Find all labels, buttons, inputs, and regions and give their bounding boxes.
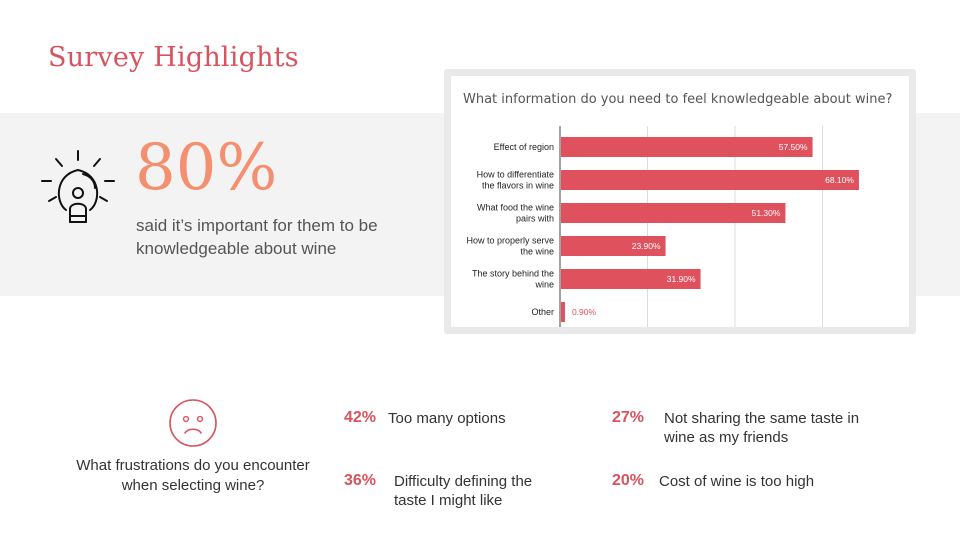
category-label: Other bbox=[531, 307, 554, 317]
bar bbox=[561, 236, 666, 256]
frustration-percent: 42% bbox=[344, 409, 377, 426]
data-label: 51.30% bbox=[752, 208, 781, 218]
category-label: wine bbox=[534, 280, 554, 290]
bar bbox=[561, 137, 813, 157]
category-label: What food the wine bbox=[477, 203, 554, 213]
bar-chart: Effect of region 57.50% How to differentia… bbox=[466, 126, 859, 327]
frustration-text: Cost of wine is too high bbox=[659, 473, 815, 490]
lightbulb-person-icon bbox=[41, 150, 115, 223]
category-label: How to differentiate bbox=[477, 170, 554, 180]
bar bbox=[561, 203, 786, 223]
highlight-value: 80% bbox=[135, 131, 278, 205]
frustration-percent: 20% bbox=[612, 472, 645, 489]
frustration-question: What frustrations do you encounter when … bbox=[76, 457, 310, 494]
data-label: 31.90% bbox=[667, 274, 696, 284]
category-label: Effect of region bbox=[494, 142, 554, 152]
bar bbox=[561, 170, 859, 190]
bar bbox=[561, 302, 565, 322]
chart-panel: What information do you need to feel kno… bbox=[444, 69, 916, 334]
frustration-percent: 36% bbox=[344, 472, 377, 489]
category-label: The story behind the bbox=[472, 269, 554, 279]
chart-title: What information do you need to feel kno… bbox=[463, 92, 893, 107]
bar bbox=[561, 269, 701, 289]
category-label: How to properly serve bbox=[466, 236, 554, 246]
data-label: 57.50% bbox=[779, 142, 808, 152]
highlight-caption: said it’s important for them to be knowl… bbox=[136, 216, 378, 258]
frustration-text: Not sharing the same taste in wine as my… bbox=[664, 410, 860, 446]
category-label: the wine bbox=[520, 247, 554, 257]
slide-title: Survey Highlights bbox=[48, 42, 299, 73]
category-label: the flavors in wine bbox=[482, 181, 554, 191]
frustration-text: Too many options bbox=[388, 410, 506, 427]
chart-area: What information do you need to feel kno… bbox=[451, 76, 909, 327]
data-label: 68.10% bbox=[825, 175, 854, 185]
category-label: pairs with bbox=[516, 214, 554, 224]
data-label: 0.90% bbox=[572, 307, 597, 317]
data-label: 23.90% bbox=[632, 241, 661, 251]
frustration-text: Difficulty defining the taste I might li… bbox=[394, 473, 533, 509]
sad-face-icon bbox=[169, 399, 217, 447]
frustration-percent: 27% bbox=[612, 409, 645, 426]
